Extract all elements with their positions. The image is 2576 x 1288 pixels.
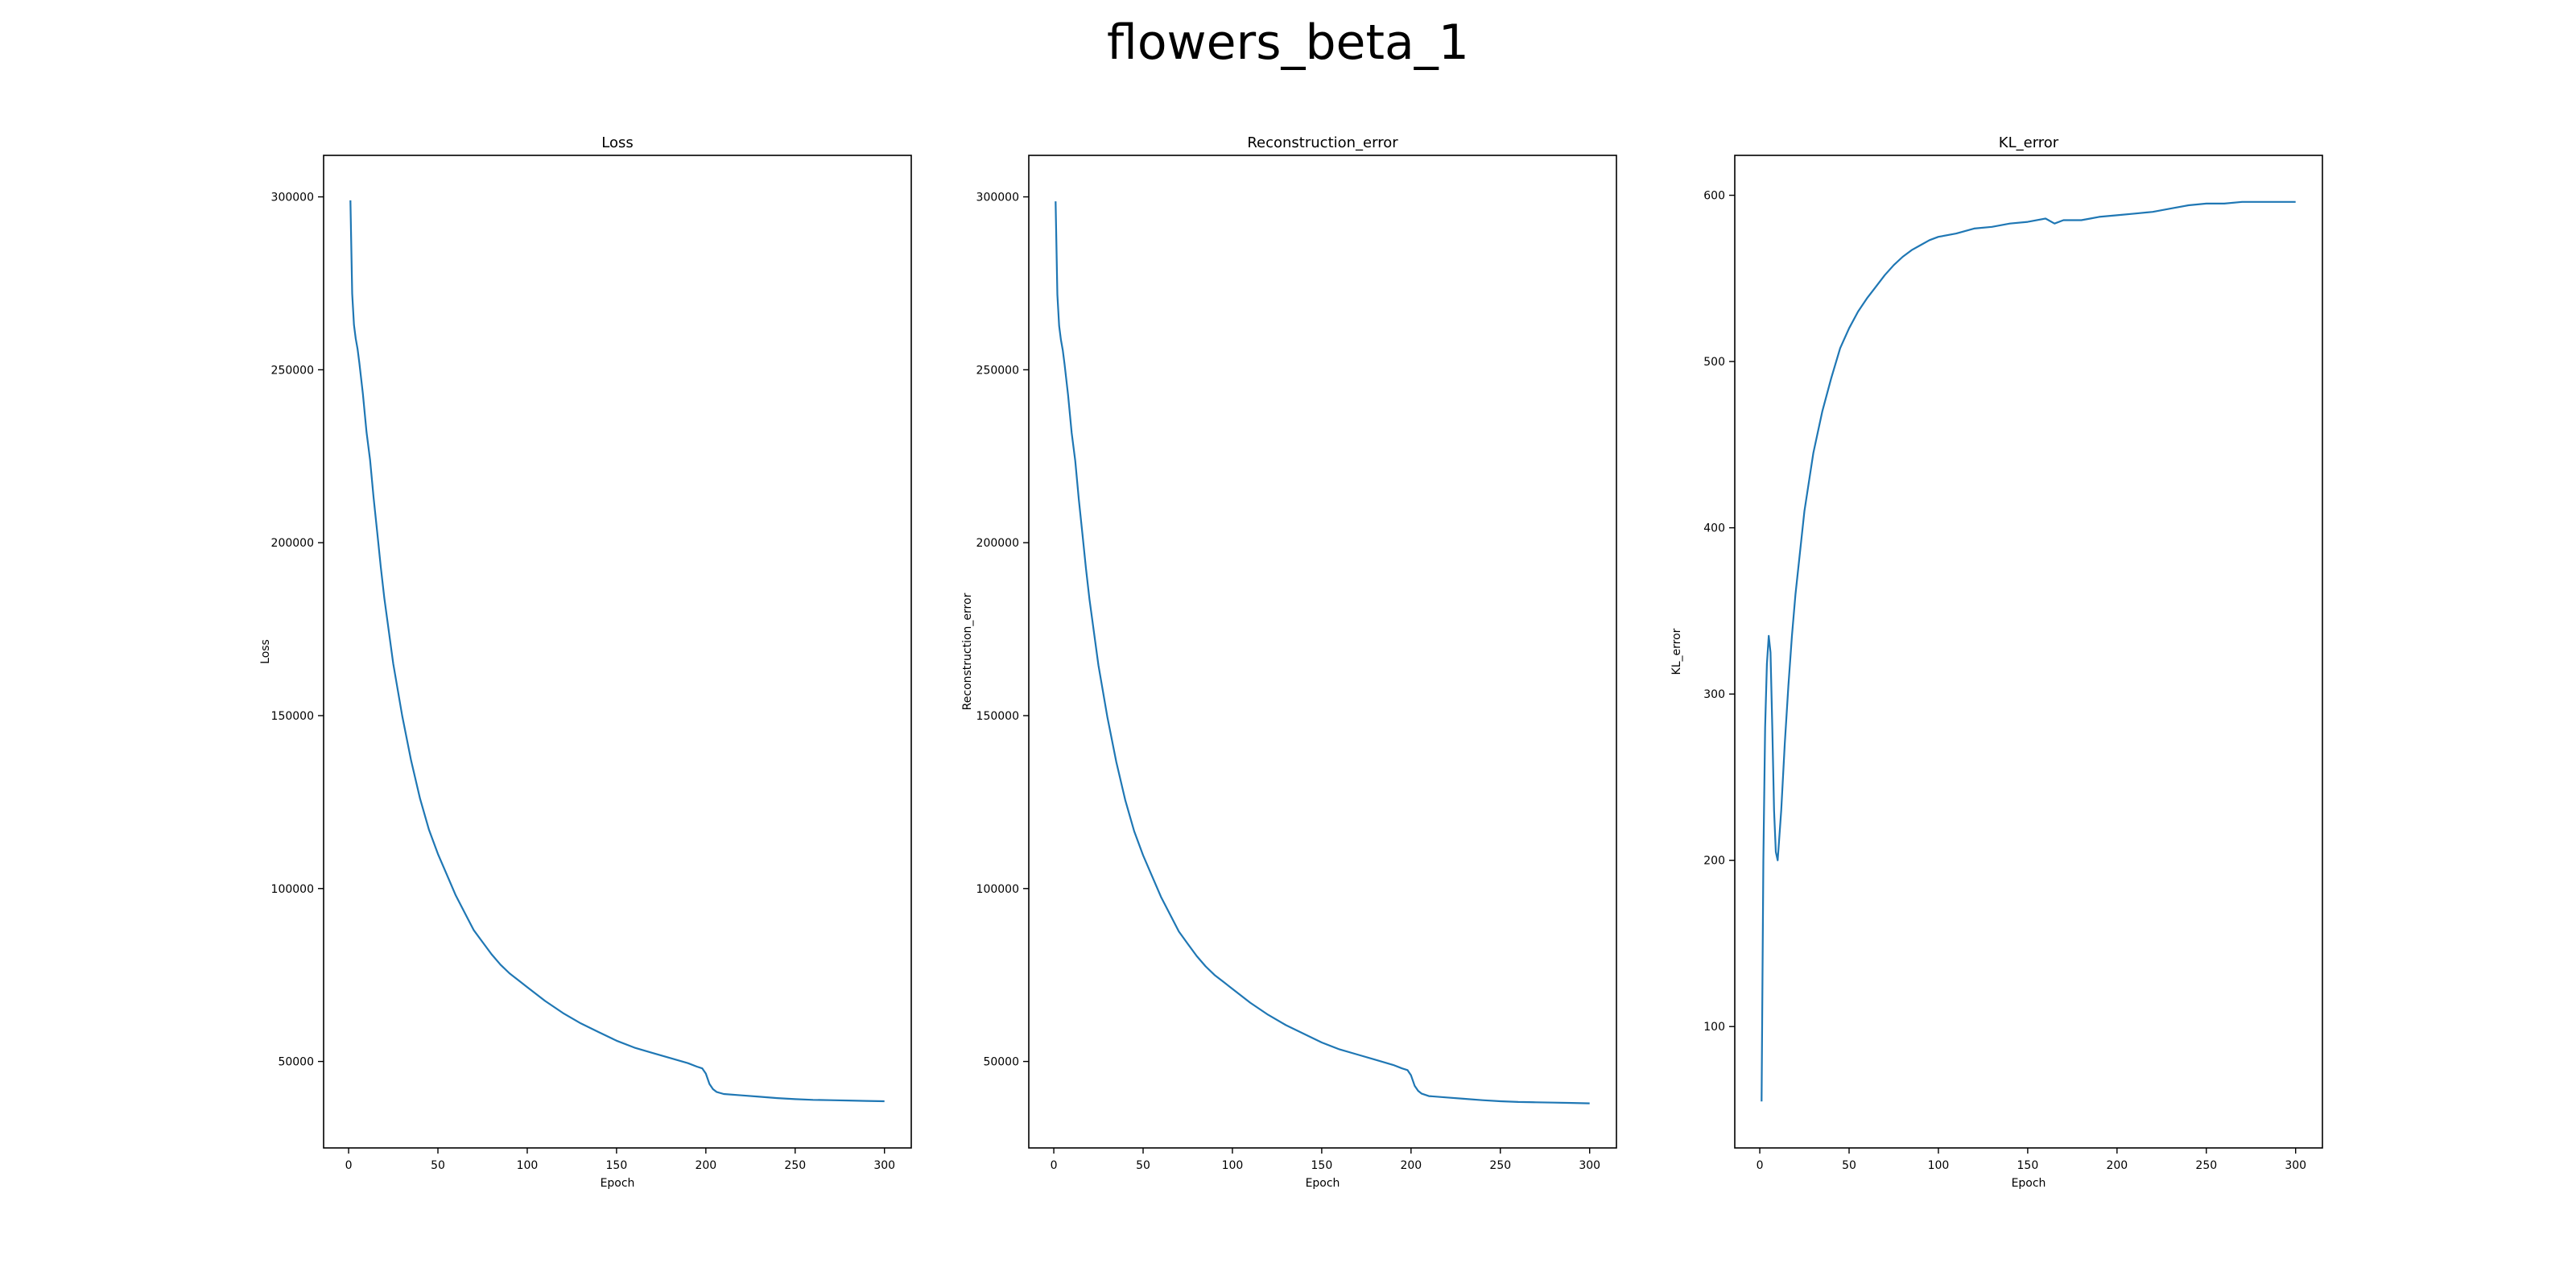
kl-error-y-tick-label: 600 <box>1703 190 1725 203</box>
reconstruction-error-y-tick-label: 150000 <box>976 710 1019 723</box>
reconstruction-error-x-tick-label: 100 <box>1222 1159 1244 1172</box>
loss-x-axis-label: Epoch <box>601 1177 635 1190</box>
kl-error-y-tick-label: 200 <box>1703 855 1725 868</box>
kl-error-x-tick-label: 250 <box>2195 1159 2217 1172</box>
reconstruction-error-series-line <box>1055 201 1590 1104</box>
loss-subplot-title: Loss <box>601 134 633 151</box>
loss-series-line <box>349 200 885 1103</box>
kl-error-x-tick-label: 50 <box>1842 1159 1856 1172</box>
reconstruction-error-x-tick-label: 150 <box>1311 1159 1333 1172</box>
loss-y-tick-label: 100000 <box>271 883 314 896</box>
kl-error-x-axis-label: Epoch <box>2012 1177 2046 1190</box>
loss-y-tick-label: 200000 <box>271 537 314 550</box>
reconstruction-error-subplot: Reconstruction_error Epoch Reconstructio… <box>961 134 1617 1190</box>
loss-axes-frame <box>323 155 912 1149</box>
kl-error-subplot: KL_error Epoch KL_error 0 50 100 150 200 250 3… <box>1670 134 2323 1190</box>
reconstruction-error-y-tick-label: 50000 <box>983 1056 1019 1069</box>
reconstruction-error-x-axis-label: Epoch <box>1306 1177 1340 1190</box>
reconstruction-error-subplot-title: Reconstruction_error <box>1247 134 1398 151</box>
loss-x-tick-label: 100 <box>517 1159 539 1172</box>
reconstruction-error-y-tick-label: 200000 <box>976 537 1019 550</box>
loss-y-tick-label: 300000 <box>271 192 314 204</box>
loss-y-axis-label: Loss <box>259 639 272 664</box>
reconstruction-error-axes-frame <box>1028 155 1617 1149</box>
kl-error-subplot-title: KL_error <box>1999 134 2059 151</box>
reconstruction-error-x-tick-label: 50 <box>1136 1159 1150 1172</box>
loss-y-tick-label: 150000 <box>271 710 314 723</box>
loss-x-tick-label: 200 <box>695 1159 716 1172</box>
loss-y-tick-label: 250000 <box>271 364 314 377</box>
figure-title: flowers_beta_1 <box>1107 14 1469 71</box>
kl-error-series-line <box>1761 200 2296 1102</box>
kl-error-y-tick-label: 400 <box>1703 522 1725 535</box>
kl-error-x-tick-label: 200 <box>2106 1159 2128 1172</box>
kl-error-x-tick-label: 100 <box>1928 1159 1950 1172</box>
reconstruction-error-x-tick-label: 200 <box>1400 1159 1422 1172</box>
kl-error-x-tick-label: 0 <box>1757 1159 1764 1172</box>
kl-error-y-axis-label: KL_error <box>1670 628 1683 675</box>
loss-y-tick-label: 50000 <box>278 1056 314 1069</box>
reconstruction-error-x-tick-label: 0 <box>1051 1159 1058 1172</box>
reconstruction-error-y-tick-label: 300000 <box>976 192 1019 204</box>
kl-error-axes-frame <box>1734 155 2323 1149</box>
kl-error-x-tick-label: 300 <box>2285 1159 2306 1172</box>
reconstruction-error-y-tick-label: 100000 <box>976 883 1019 896</box>
loss-x-tick-label: 150 <box>606 1159 628 1172</box>
loss-x-tick-label: 300 <box>873 1159 895 1172</box>
reconstruction-error-y-axis-label: Reconstruction_error <box>961 592 974 710</box>
kl-error-y-tick-label: 300 <box>1703 688 1725 701</box>
kl-error-y-tick-label: 500 <box>1703 356 1725 369</box>
reconstruction-error-x-tick-label: 250 <box>1489 1159 1511 1172</box>
loss-x-tick-label: 0 <box>345 1159 353 1172</box>
loss-subplot: Loss Epoch Loss 0 50 100 150 200 250 300 50000 1… <box>259 134 912 1190</box>
kl-error-y-tick-label: 100 <box>1703 1021 1725 1034</box>
reconstruction-error-x-tick-label: 300 <box>1579 1159 1600 1172</box>
loss-x-tick-label: 50 <box>431 1159 445 1172</box>
loss-x-tick-label: 250 <box>784 1159 806 1172</box>
kl-error-x-tick-label: 150 <box>2017 1159 2039 1172</box>
reconstruction-error-y-tick-label: 250000 <box>976 364 1019 377</box>
